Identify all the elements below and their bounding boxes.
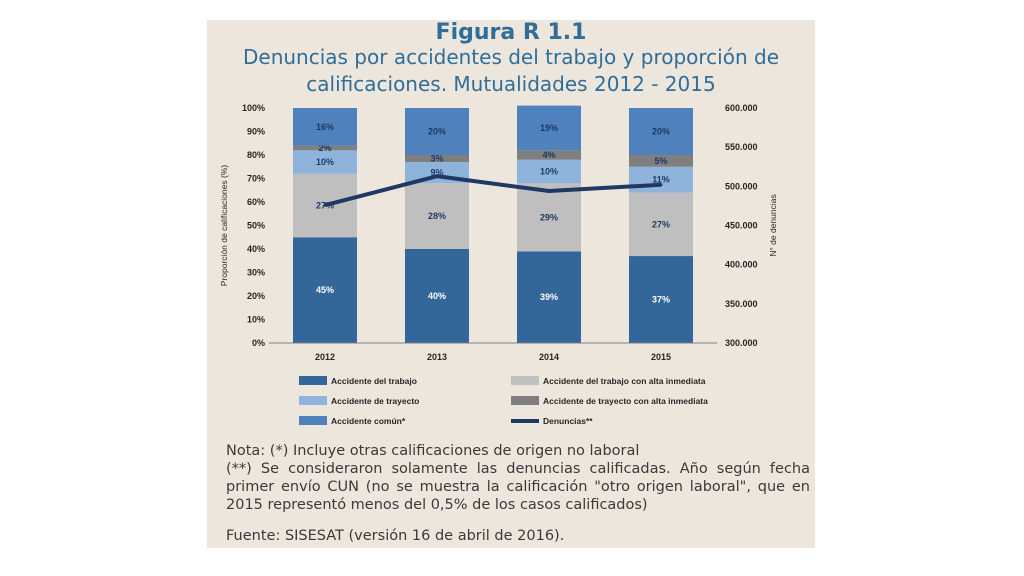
y-tick-label-8: 80% [247, 150, 265, 160]
legend-label-0: Accidente del trabajo [331, 376, 417, 386]
bar-label-0-2012: 45% [316, 285, 334, 295]
bar-label-4-2012: 16% [316, 122, 334, 132]
bar-segment-2-2014 [517, 159, 581, 184]
legend-swatch-1 [511, 376, 539, 385]
y-tick-label-9: 90% [247, 127, 265, 137]
bar-segment-3-2013 [405, 155, 469, 163]
bar-label-3-2015: 5% [654, 156, 667, 166]
bar-segment-0-2014 [517, 251, 581, 343]
denuncias-point-2015 [659, 183, 663, 187]
legend-swatch-2 [299, 396, 327, 405]
bar-label-3-2014: 4% [542, 150, 555, 160]
x-tick-label-2014: 2014 [539, 352, 559, 362]
x-tick-label-2013: 2013 [427, 352, 447, 362]
y2-tick-label-4: 500.000 [725, 181, 758, 191]
bar-label-1-2015: 27% [652, 219, 670, 229]
bar-segment-0-2013 [405, 249, 469, 343]
bar-label-4-2015: 20% [652, 127, 670, 137]
y-tick-label-5: 50% [247, 221, 265, 231]
y2-tick-label-2: 400.000 [725, 260, 758, 270]
y-tick-label-6: 60% [247, 197, 265, 207]
bar-label-4-2014: 19% [540, 123, 558, 133]
subtitle-line-1: Denuncias por accidentes del trabajo y p… [242, 45, 779, 69]
bar-segment-4-2012 [293, 108, 357, 146]
bar-label-3-2012: 2% [318, 143, 331, 153]
bar-segment-3-2014 [517, 150, 581, 160]
y2-axis-title: N° de denuncias [768, 194, 778, 256]
legend-label-1: Accidente del trabajo con alta inmediata [543, 376, 706, 386]
bar-segment-0-2015 [629, 256, 693, 343]
bar-segment-2-2015 [629, 166, 693, 193]
y-tick-label-3: 30% [247, 268, 265, 278]
y-tick-label-2: 20% [247, 291, 265, 301]
denuncias-point-2012 [323, 203, 327, 207]
legend-swatch-3 [511, 396, 539, 405]
figure-label: Figura R 1.1 [435, 20, 587, 45]
x-tick-label-2015: 2015 [651, 352, 671, 362]
stacked-bar-chart: 45% 27% 10% 2% 16% 2012 40% 28% 9% 3% 20% 2013 39% 29… [219, 103, 778, 426]
denuncias-point-2014 [547, 189, 551, 193]
y2-tick-label-1: 350.000 [725, 299, 758, 309]
bar-segment-4-2015 [629, 108, 693, 155]
subtitle-line-2: calificaciones. Mutualidades 2012 - 2015 [306, 72, 716, 96]
bar-segment-3-2015 [629, 155, 693, 167]
bar-label-3-2013: 3% [430, 154, 443, 164]
legend-label-5: Denuncias** [543, 416, 593, 426]
bar-label-2-2015: 11% [652, 175, 670, 185]
bar-segment-4-2014 [517, 105, 581, 151]
y-tick-label-1: 10% [247, 315, 265, 325]
source-note: Fuente: SISESAT (versión 16 de abril de … [226, 528, 565, 544]
figure-subtitle: Denuncias por accidentes del trabajo y p… [207, 44, 815, 98]
x-tick-label-2012: 2012 [315, 352, 335, 362]
bar-label-1-2013: 28% [428, 211, 446, 221]
bar-segment-0-2012 [293, 237, 357, 343]
legend-swatch-4 [299, 416, 327, 425]
denuncias-line [324, 174, 662, 208]
y2-tick-label-6: 600.000 [725, 103, 758, 113]
y-tick-label-4: 40% [247, 244, 265, 254]
y-tick-label-0: 0% [252, 338, 265, 348]
bar-label-0-2015: 37% [652, 295, 670, 305]
bar-label-0-2014: 39% [540, 292, 558, 302]
note-line-2: (**) Se consideraron solamente las denun… [226, 461, 810, 513]
y-tick-label-10: 100% [242, 103, 265, 113]
bar-label-4-2013: 20% [428, 127, 446, 137]
note-line-1: Nota: (*) Incluye otras calificaciones d… [226, 443, 640, 459]
bar-segment-1-2014 [517, 183, 581, 252]
legend-label-3: Accidente de trayecto con alta inmediata [543, 396, 708, 406]
bar-label-1-2014: 29% [540, 212, 558, 222]
y2-tick-label-5: 550.000 [725, 142, 758, 152]
bar-segment-1-2013 [405, 183, 469, 249]
bar-label-2-2013: 9% [430, 168, 443, 178]
legend-label-2: Accidente de trayecto [331, 396, 419, 406]
bar-segment-1-2015 [629, 192, 693, 257]
bar-label-0-2013: 40% [428, 291, 446, 301]
y2-tick-label-3: 450.000 [725, 221, 758, 231]
bar-segment-3-2012 [293, 145, 357, 151]
chart-area: 45% 27% 10% 2% 16% 2012 40% 28% 9% 3% 20% 2013 39% 29… [207, 96, 815, 436]
denuncias-point-2013 [435, 174, 439, 178]
y2-tick-label-0: 300.000 [725, 338, 758, 348]
bar-segment-2-2012 [293, 150, 357, 174]
bar-label-2-2012: 10% [316, 157, 334, 167]
y-axis-title: Proporción de calificaciones (%) [219, 165, 229, 287]
y-tick-label-7: 70% [247, 174, 265, 184]
bar-segment-4-2013 [405, 108, 469, 155]
legend-swatch-0 [299, 376, 327, 385]
bar-label-2-2014: 10% [540, 166, 558, 176]
legend-label-4: Accidente común* [331, 416, 406, 426]
